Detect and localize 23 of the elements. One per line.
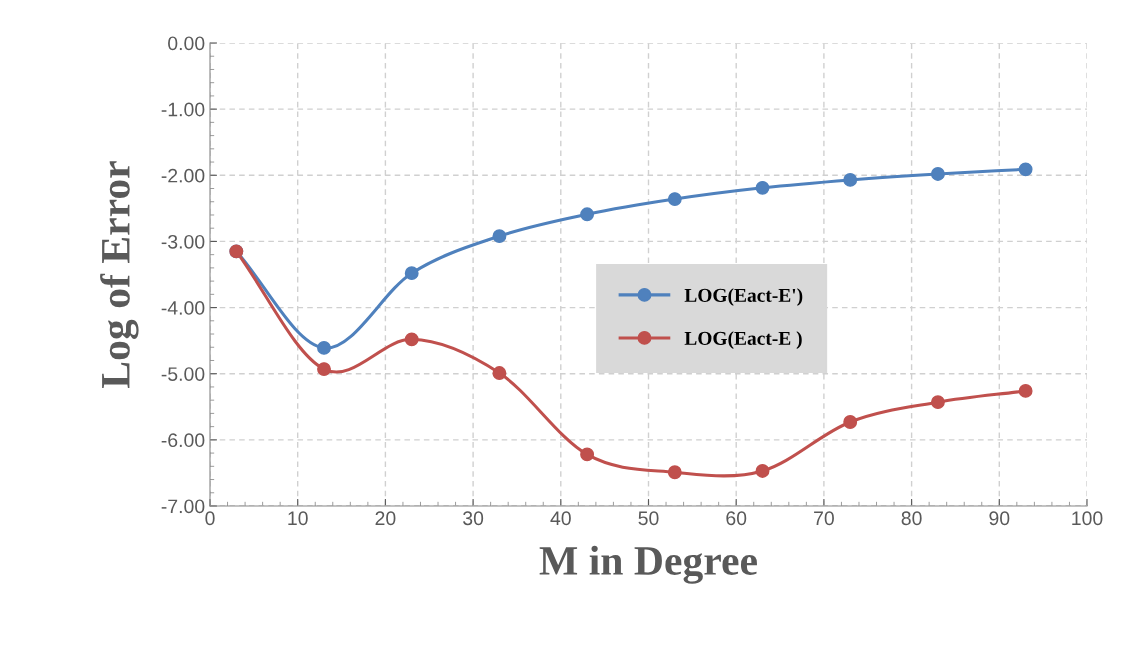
x-tick-label: 0: [205, 511, 215, 526]
x-tick-label: 70: [814, 511, 834, 526]
x-tick-label: 10: [288, 511, 308, 526]
x-tick-label: 20: [375, 511, 396, 526]
legend-label: LOG(Eact-E'): [684, 288, 803, 306]
legend-label: LOG(Eact-E ): [684, 331, 802, 349]
y-tick-label: 0.00: [168, 36, 205, 51]
y-tick-label: -4.00: [161, 301, 205, 315]
x-tick-label: 60: [726, 511, 747, 526]
x-tick-label: 100: [1072, 511, 1103, 526]
x-tick-label: 40: [550, 511, 571, 526]
y-tick-label: -2.00: [161, 168, 205, 183]
y-axis-title: Log of Error: [100, 161, 139, 388]
x-tick-label: 80: [901, 511, 922, 526]
y-tick-label: -5.00: [161, 367, 205, 381]
y-tick-label: -6.00: [161, 433, 205, 448]
x-axis-title: M in Degree: [539, 545, 757, 584]
x-tick-label: 90: [989, 511, 1010, 526]
x-tick-label: 50: [638, 511, 659, 526]
y-tick-label: -1.00: [161, 102, 205, 117]
y-tick-label: -3.00: [161, 234, 205, 249]
y-tick-label: -7.00: [161, 499, 205, 514]
x-tick-label: 30: [463, 511, 484, 526]
